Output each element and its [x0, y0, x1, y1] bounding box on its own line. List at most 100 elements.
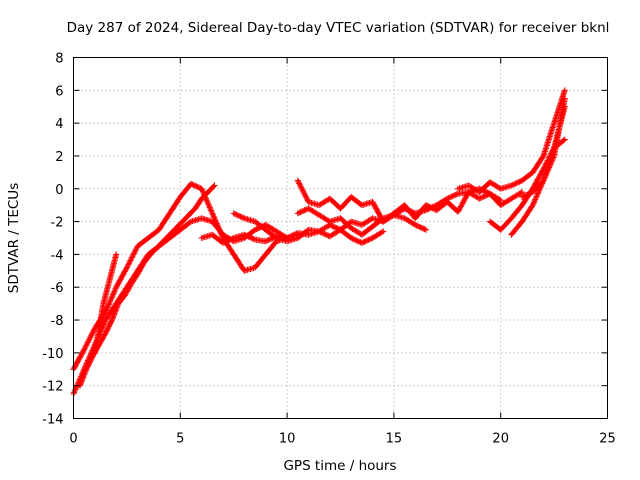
data-point	[402, 206, 409, 213]
x-tick-label: 10	[279, 432, 296, 447]
data-point	[123, 264, 130, 271]
data-point	[109, 292, 116, 299]
data-point	[135, 269, 142, 276]
data-point	[234, 212, 241, 219]
data-point	[535, 189, 542, 196]
series-prn-c	[76, 182, 218, 389]
data-point	[101, 318, 108, 325]
data-point	[414, 223, 421, 230]
data-point	[76, 354, 83, 361]
x-tick-label: 0	[69, 432, 77, 447]
data-point	[459, 199, 466, 206]
data-point	[349, 235, 356, 242]
data-point	[198, 185, 205, 192]
data-point	[76, 355, 83, 362]
data-point	[405, 207, 412, 214]
data-point	[301, 207, 308, 214]
data-point	[375, 210, 382, 217]
data-point	[100, 321, 107, 328]
data-point	[513, 180, 520, 187]
data-point	[253, 226, 260, 233]
data-point	[126, 258, 133, 265]
data-point	[270, 234, 277, 241]
data-point	[300, 188, 307, 195]
data-point	[416, 223, 423, 230]
y-axis-label: SDTVAR / TECUs	[6, 183, 22, 293]
data-point	[298, 208, 305, 215]
data-point	[264, 237, 271, 244]
data-point	[104, 304, 111, 311]
data-point	[240, 214, 247, 221]
data-point	[123, 289, 130, 296]
data-point	[100, 334, 107, 341]
data-point	[453, 191, 460, 198]
data-point	[547, 160, 554, 167]
y-tick-label: 2	[55, 150, 63, 165]
data-point	[322, 231, 329, 238]
data-point	[238, 214, 245, 221]
data-point	[105, 301, 112, 308]
data-point	[191, 182, 198, 189]
data-point	[241, 231, 248, 238]
data-point	[204, 198, 211, 205]
data-point	[406, 207, 413, 214]
data-point	[81, 346, 88, 353]
data-point	[87, 357, 94, 364]
data-point	[136, 267, 143, 274]
data-point	[374, 208, 381, 215]
data-point	[86, 335, 93, 342]
data-point	[353, 237, 360, 244]
data-point	[533, 179, 540, 186]
data-point	[365, 236, 372, 243]
data-point	[207, 206, 214, 213]
data-point	[452, 191, 459, 198]
data-point	[295, 178, 302, 185]
data-point	[429, 204, 436, 211]
data-point	[302, 193, 309, 200]
data-point	[103, 305, 110, 312]
data-points	[70, 87, 568, 397]
plot-frame	[73, 57, 608, 419]
data-point	[294, 177, 301, 184]
data-point	[108, 318, 115, 325]
series-prn-a	[70, 180, 291, 373]
data-point	[90, 328, 97, 335]
data-point	[85, 361, 92, 368]
data-point	[106, 300, 113, 307]
data-point	[477, 195, 484, 202]
data-point	[121, 269, 128, 276]
data-point	[418, 224, 425, 231]
data-point	[408, 208, 415, 215]
data-point	[232, 211, 239, 218]
data-point	[131, 250, 138, 257]
data-point	[509, 181, 516, 188]
data-point	[122, 267, 129, 274]
data-point	[88, 332, 95, 339]
data-point	[107, 320, 114, 327]
data-point	[285, 234, 292, 241]
data-point	[420, 225, 427, 232]
x-tick-label: 15	[386, 432, 403, 447]
data-point	[299, 186, 306, 193]
data-point	[290, 231, 297, 238]
data-point	[79, 350, 86, 357]
data-point	[430, 203, 437, 210]
data-point	[296, 180, 303, 187]
y-tick-label: 0	[55, 183, 63, 198]
data-point	[226, 236, 233, 243]
data-point	[369, 198, 376, 205]
data-point	[480, 193, 487, 200]
data-point	[126, 284, 133, 291]
data-point	[121, 268, 128, 275]
data-point	[203, 197, 210, 204]
data-point	[118, 275, 125, 282]
data-point	[560, 137, 567, 144]
data-point	[254, 225, 261, 232]
data-point	[370, 201, 377, 208]
data-point	[211, 182, 218, 189]
data-point	[269, 235, 276, 242]
data-point	[114, 281, 121, 288]
data-point	[412, 221, 419, 228]
data-point	[524, 191, 531, 198]
data-point	[458, 202, 465, 209]
